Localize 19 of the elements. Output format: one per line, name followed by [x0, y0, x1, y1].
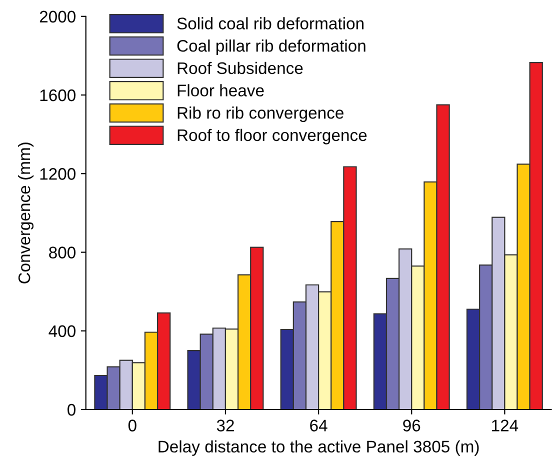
legend-label: Solid coal rib deformation [177, 17, 364, 30]
legend-label: Rib ro rib convergence [178, 106, 344, 122]
y-tick-label: 1600 [40, 89, 76, 102]
y-tick-label: 1200 [40, 168, 76, 180]
x-axis-title: Delay distance to the active Panel 3805 (m) [158, 440, 479, 456]
x-tick-label: 0 [128, 420, 136, 432]
legend-label: Floor heave [178, 84, 264, 96]
y-axis-title: Convergence (mm) [18, 142, 34, 284]
y-tick-label: 400 [48, 325, 76, 338]
y-tick-label: 0 [68, 404, 76, 416]
x-tick-label: 64 [310, 420, 328, 432]
x-tick-label: 32 [216, 420, 234, 432]
legend-label: Coal pillar rib deformation [177, 40, 366, 56]
y-tick-label: 800 [49, 246, 76, 258]
x-tick-label: 124 [492, 420, 518, 432]
y-tick-label: 2000 [40, 10, 76, 23]
x-tick-label: 96 [403, 420, 420, 432]
legend-label: Roof Subsidence [178, 62, 303, 74]
legend-label: Roof to floor convergence [178, 128, 367, 144]
